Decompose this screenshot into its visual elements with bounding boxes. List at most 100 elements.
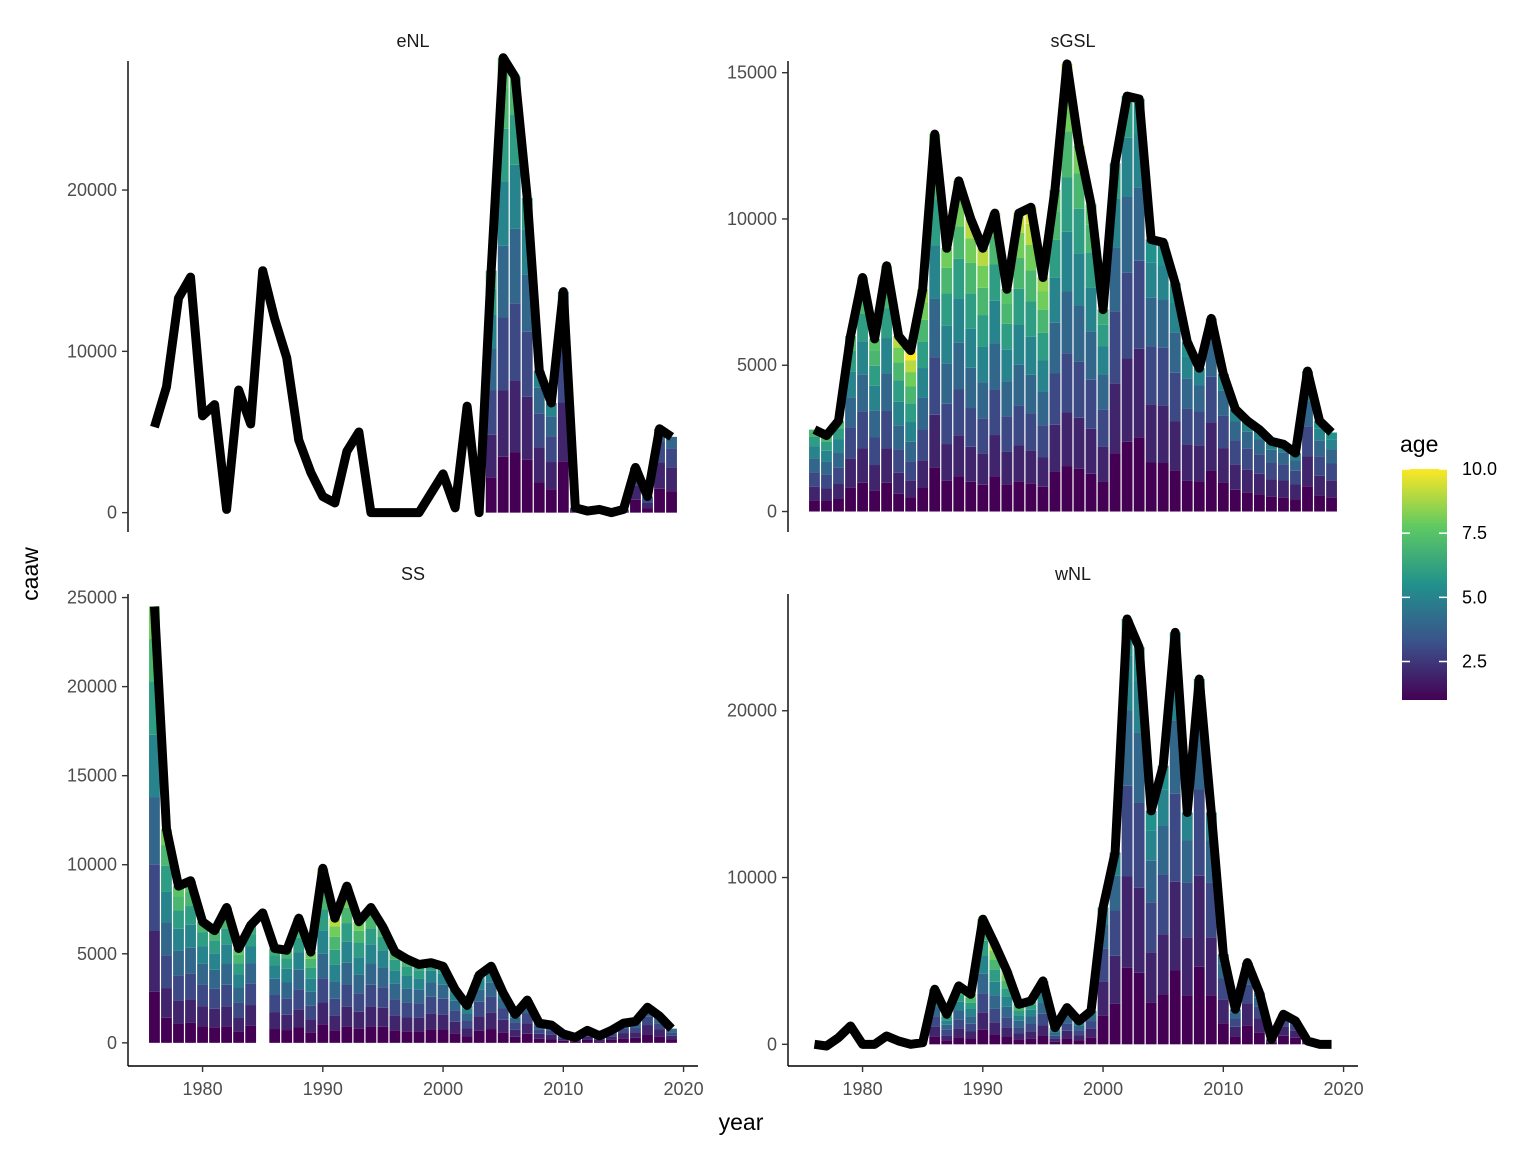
bar-segment [149, 681, 160, 735]
bar-segment [666, 1032, 677, 1036]
bar-segment [317, 909, 329, 931]
bar-segment [1266, 462, 1277, 480]
bar-segment [1097, 1015, 1109, 1045]
bar-segment [1193, 966, 1205, 1045]
bar-segment [1169, 970, 1181, 1045]
bar-segment [365, 944, 377, 964]
bar-segment [473, 1016, 485, 1031]
bar-ss-1994 [365, 907, 377, 1043]
bar-segment [630, 1032, 641, 1038]
bar-segment [666, 448, 677, 468]
bar-segment [989, 969, 1001, 982]
bar-segment [666, 436, 677, 449]
bar-segment [269, 995, 281, 1013]
bar-segment [1025, 1023, 1037, 1032]
legend-tick-label: 2.5 [1462, 652, 1487, 672]
bar-segment [1049, 424, 1061, 472]
bar-segment [893, 449, 905, 473]
bar-segment [293, 989, 305, 1010]
bar-segment [497, 998, 509, 1009]
bar-segment [425, 996, 437, 1014]
bar-segment [1229, 464, 1241, 490]
bar-segment [305, 958, 317, 968]
bar-segment [497, 456, 509, 513]
bar-segment [521, 331, 533, 397]
bar-segment [557, 402, 569, 462]
bar-segment [1049, 1033, 1061, 1036]
bar-segment [245, 1005, 257, 1026]
bar-segment [1169, 720, 1181, 794]
bar-segment [965, 446, 977, 482]
bar-segment [365, 928, 377, 945]
bar-segment [1001, 323, 1013, 350]
bar-sgsl-1998 [1073, 145, 1085, 512]
y-tick-label: 20000 [727, 701, 777, 721]
bar-segment [497, 1019, 509, 1033]
bar-segment [905, 403, 917, 423]
bar-segment [1121, 967, 1133, 1045]
bar-segment [509, 164, 521, 229]
bar-segment [1314, 428, 1325, 441]
bar-segment [161, 1017, 172, 1043]
bar-segment [1013, 1033, 1025, 1040]
bar-segment [989, 343, 1001, 390]
bar-segment [269, 978, 281, 996]
bar-segment [953, 389, 965, 436]
bar-segment [305, 967, 317, 979]
bar-segment [233, 1002, 245, 1018]
bar-segment [965, 1016, 977, 1024]
facet-title-ss: SS [401, 564, 425, 584]
bar-segment [917, 319, 929, 342]
bar-segment [606, 1036, 617, 1040]
bar-segment [1302, 456, 1313, 487]
bar-sgsl-2008 [1193, 368, 1205, 512]
bar-segment [1013, 325, 1025, 365]
bar-segment [425, 970, 437, 983]
bar-segment [953, 1037, 965, 1045]
bar-segment [666, 1039, 677, 1043]
bar-segment [1193, 368, 1205, 386]
bar-segment [1193, 411, 1205, 446]
bar-segment [1314, 440, 1325, 457]
bar-ss-1997 [401, 959, 413, 1043]
bar-segment [1049, 1041, 1061, 1045]
bar-segment [1121, 358, 1133, 442]
y-tick-label: 10000 [727, 868, 777, 888]
bar-segment [173, 975, 184, 1001]
bar-segment [1253, 439, 1265, 455]
bar-segment [977, 973, 989, 994]
bar-segment [1025, 450, 1037, 484]
bar-segment [1314, 475, 1325, 496]
bar-segment [869, 385, 880, 411]
bar-segment [881, 482, 893, 512]
bar-segment [1266, 479, 1277, 497]
bar-segment [642, 1025, 653, 1035]
bar-segment [173, 950, 184, 976]
bar-segment [293, 926, 305, 938]
bar-segment [245, 963, 257, 984]
bar-segment [977, 248, 989, 266]
bar-ss-1981 [209, 930, 220, 1043]
bar-sgsl-1987 [941, 248, 953, 512]
bar-segment [845, 371, 856, 398]
bar-segment [893, 472, 905, 494]
bar-segment [1290, 499, 1301, 512]
bar-segment [317, 930, 329, 954]
bar-sgsl-1992 [1001, 289, 1013, 512]
bar-segment [161, 988, 172, 1018]
bar-segment [833, 439, 844, 453]
bar-segment [1241, 984, 1253, 1004]
bar-segment [557, 1040, 569, 1043]
y-tick-label: 0 [767, 502, 777, 522]
bar-segment [1181, 480, 1193, 512]
bar-segment [485, 477, 497, 513]
bar-segment [1193, 789, 1205, 876]
bar-segment [197, 1026, 208, 1043]
bar-segment [173, 928, 184, 951]
bar-segment [1241, 492, 1253, 512]
bar-segment [209, 988, 220, 1009]
bar-segment [1037, 425, 1049, 458]
bar-sgsl-1978 [833, 420, 844, 512]
bar-segment [1145, 810, 1157, 831]
